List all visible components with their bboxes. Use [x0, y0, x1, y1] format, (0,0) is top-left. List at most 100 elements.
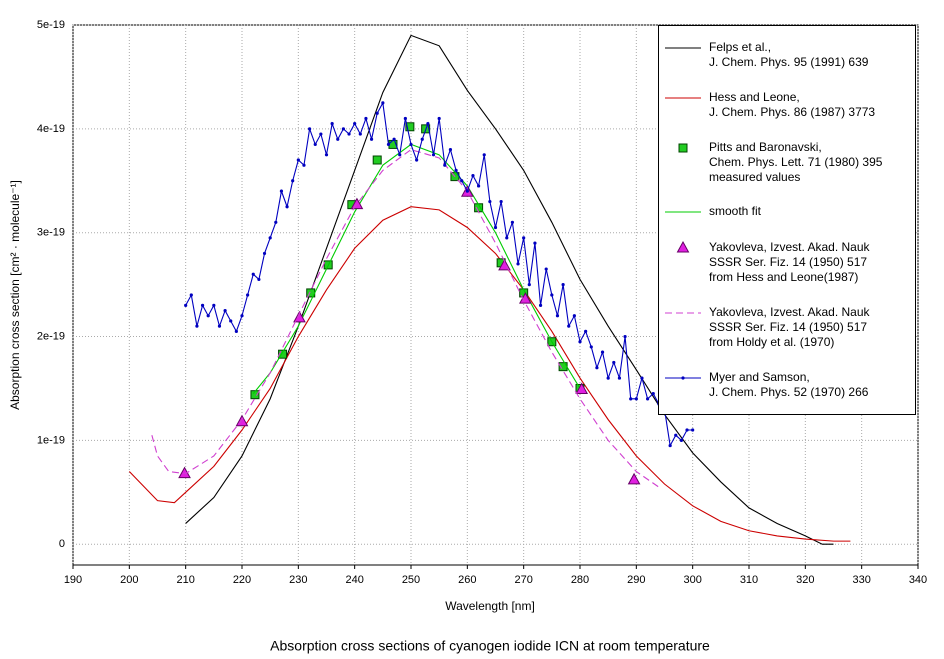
x-tick-label: 280: [571, 574, 589, 586]
data-marker: [372, 155, 382, 165]
data-marker: [668, 443, 672, 448]
legend-swatch: [665, 211, 701, 213]
data-marker: [375, 111, 379, 115]
data-marker: [350, 197, 364, 210]
data-marker: [522, 236, 526, 240]
data-marker: [206, 314, 210, 318]
data-marker: [595, 366, 599, 370]
data-marker: [443, 163, 447, 167]
data-marker: [555, 314, 560, 318]
data-marker: [612, 360, 616, 365]
x-tick-label: 320: [796, 574, 814, 586]
x-tick-label: 310: [740, 574, 758, 586]
data-marker: [285, 205, 289, 209]
data-marker: [561, 283, 565, 287]
data-marker: [510, 220, 514, 224]
data-marker: [550, 293, 554, 297]
data-marker: [189, 293, 193, 297]
data-marker: [465, 189, 469, 193]
data-marker: [398, 153, 402, 157]
legend-entry: smooth fit: [659, 204, 915, 220]
data-marker: [246, 293, 250, 297]
x-tick-label: 270: [514, 574, 532, 586]
x-axis-label: Wavelength [nm]: [445, 599, 535, 613]
data-marker: [482, 153, 486, 157]
data-marker: [681, 376, 685, 380]
data-marker: [606, 376, 610, 380]
legend-swatch: [665, 47, 701, 49]
x-tick-label: 290: [627, 574, 645, 586]
x-tick-label: 220: [233, 574, 251, 586]
data-marker: [336, 137, 340, 141]
legend-label: Yakovleva, Izvest. Akad. Nauk SSSR Ser. …: [709, 240, 870, 285]
data-marker: [302, 163, 306, 167]
legend-entry: Myer and Samson, J. Chem. Phys. 52 (1970…: [659, 370, 915, 400]
y-tick-label: 2e-19: [37, 330, 65, 342]
data-marker: [369, 137, 374, 141]
data-marker: [454, 168, 458, 172]
data-marker: [200, 303, 205, 307]
data-marker: [358, 132, 362, 136]
x-tick-label: 330: [852, 574, 870, 586]
y-tick-label: 3e-19: [37, 227, 65, 239]
data-marker: [195, 324, 199, 328]
data-marker: [505, 236, 509, 240]
data-marker: [223, 308, 227, 313]
chart-title: Absorption cross sections of cyanogen io…: [270, 638, 710, 654]
data-marker: [685, 428, 689, 432]
data-marker: [291, 179, 295, 183]
data-marker: [527, 283, 531, 287]
data-marker: [251, 272, 255, 276]
x-tick-label: 210: [176, 574, 194, 586]
legend-entry: Pitts and Baronavski, Chem. Phys. Lett. …: [659, 140, 915, 185]
data-marker: [488, 199, 492, 204]
data-marker: [409, 142, 413, 147]
legend-entry: Hess and Leone, J. Chem. Phys. 86 (1987)…: [659, 90, 915, 120]
data-marker: [567, 324, 571, 328]
data-marker: [319, 132, 323, 136]
data-marker: [415, 158, 419, 162]
y-tick-label: 1e-19: [37, 434, 65, 446]
series-line: [128, 206, 851, 542]
data-marker: [646, 397, 650, 401]
y-tick-label: 0: [59, 538, 65, 550]
x-tick-label: 300: [683, 574, 701, 586]
data-marker: [651, 392, 655, 396]
data-marker: [578, 340, 582, 344]
x-tick-label: 190: [64, 574, 82, 586]
data-marker: [364, 116, 368, 121]
data-marker: [403, 116, 407, 121]
data-marker: [674, 433, 678, 437]
y-tick-label: 5e-19: [37, 19, 65, 31]
data-marker: [589, 345, 593, 349]
data-marker: [347, 132, 351, 136]
x-tick-label: 250: [402, 574, 420, 586]
data-marker: [274, 220, 278, 224]
data-marker: [538, 303, 543, 307]
legend-label: Hess and Leone, J. Chem. Phys. 86 (1987)…: [709, 89, 876, 119]
data-marker: [240, 314, 244, 318]
legend: Felps et al., J. Chem. Phys. 95 (1991) 6…: [658, 25, 916, 415]
data-marker: [234, 329, 238, 333]
data-marker: [600, 350, 605, 354]
data-marker: [278, 349, 288, 359]
data-marker: [405, 122, 415, 132]
data-marker: [341, 127, 345, 131]
data-marker: [184, 303, 188, 307]
legend-label: Felps et al., J. Chem. Phys. 95 (1991) 6…: [709, 39, 869, 69]
data-marker: [212, 303, 216, 307]
data-marker: [431, 153, 436, 157]
data-marker: [381, 101, 385, 105]
data-marker: [257, 277, 261, 282]
data-marker: [544, 267, 548, 271]
data-marker: [229, 319, 233, 323]
y-axis-label: Absorption cross section [cm² · molecule…: [8, 180, 22, 410]
data-marker: [691, 428, 695, 432]
x-tick-label: 230: [289, 574, 307, 586]
data-marker: [448, 148, 453, 152]
legend-swatch: [665, 97, 701, 99]
x-tick-label: 240: [345, 574, 363, 586]
legend-swatch: [678, 143, 688, 153]
data-marker: [678, 143, 688, 153]
data-marker: [324, 153, 329, 157]
